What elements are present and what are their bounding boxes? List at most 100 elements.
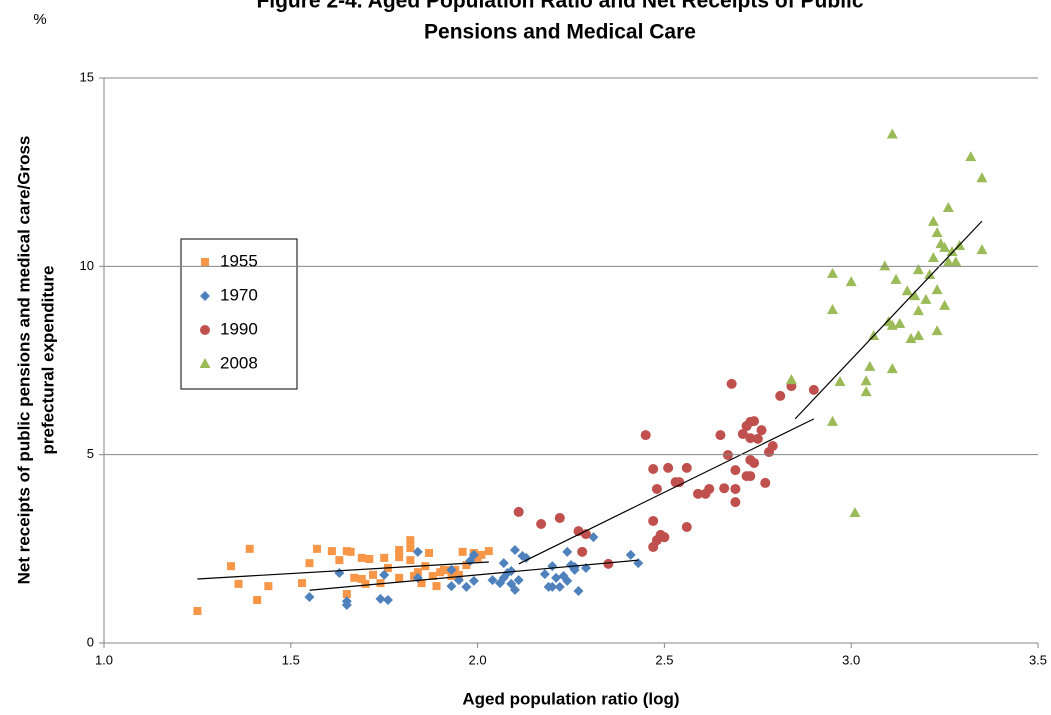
point	[927, 252, 939, 263]
point	[406, 556, 415, 565]
point	[827, 415, 839, 426]
point	[412, 546, 423, 557]
point	[965, 151, 977, 162]
point	[912, 264, 924, 275]
x-tick-label: 1.5	[282, 652, 300, 667]
point	[357, 553, 366, 562]
point	[487, 575, 498, 586]
point	[950, 256, 962, 267]
point	[920, 293, 932, 304]
point	[942, 256, 954, 267]
point	[808, 384, 819, 395]
point	[305, 559, 314, 568]
point	[368, 570, 377, 579]
point	[312, 544, 321, 553]
point	[827, 267, 839, 278]
y-axis-label: prefectural expenditure	[38, 266, 57, 455]
chart-title: Figure 2-4. Aged Population Ratio and Ne…	[256, 0, 863, 13]
point	[264, 582, 273, 591]
point	[648, 515, 659, 526]
legend-marker	[201, 258, 209, 266]
point	[715, 430, 726, 441]
point	[253, 596, 262, 605]
point	[946, 246, 958, 257]
point	[659, 532, 670, 543]
point	[931, 227, 943, 238]
point	[509, 544, 520, 555]
x-tick-label: 3.5	[1029, 652, 1047, 667]
x-axis-label: Aged population ratio (log)	[462, 689, 679, 708]
point	[446, 581, 457, 592]
point	[845, 276, 857, 287]
point	[901, 285, 913, 296]
point	[413, 568, 422, 577]
point	[756, 425, 767, 436]
point	[730, 497, 741, 508]
point	[976, 172, 988, 183]
point	[890, 273, 902, 284]
point	[912, 330, 924, 341]
point	[834, 375, 846, 386]
point	[730, 483, 741, 494]
point	[551, 572, 562, 583]
point	[681, 462, 692, 473]
point	[327, 547, 336, 556]
point	[648, 463, 659, 474]
point	[227, 562, 236, 571]
point	[562, 546, 573, 557]
trend-line	[518, 418, 815, 565]
point	[726, 378, 737, 389]
point	[245, 544, 254, 553]
point	[924, 268, 936, 279]
legend-label: 2008	[220, 353, 258, 372]
point	[886, 128, 898, 139]
legend-marker	[200, 291, 210, 301]
point	[912, 305, 924, 316]
point	[864, 360, 876, 371]
point	[931, 284, 943, 295]
point	[304, 592, 315, 603]
point	[513, 575, 524, 586]
point	[737, 428, 748, 439]
point	[674, 477, 685, 488]
point	[730, 465, 741, 476]
legend-label: 1990	[220, 319, 258, 338]
point	[425, 548, 434, 557]
point	[752, 433, 763, 444]
point	[357, 574, 366, 583]
point	[719, 483, 730, 494]
x-tick-label: 2.0	[469, 652, 487, 667]
point	[417, 579, 426, 588]
point	[361, 579, 370, 588]
y-axis-label: Net receipts of public pensions and medi…	[14, 136, 33, 585]
point	[942, 201, 954, 212]
point	[506, 566, 517, 577]
point	[380, 553, 389, 562]
point	[365, 555, 374, 564]
point	[513, 506, 524, 517]
x-tick-label: 1.0	[95, 652, 113, 667]
point	[886, 363, 898, 374]
point	[939, 299, 951, 310]
point	[395, 573, 404, 582]
point	[693, 488, 704, 499]
point	[909, 290, 921, 301]
legend-label: 1955	[220, 251, 258, 270]
point	[577, 546, 588, 557]
point	[749, 457, 760, 468]
point	[927, 215, 939, 226]
point	[509, 584, 520, 595]
point	[625, 549, 636, 560]
point	[547, 581, 558, 592]
point	[375, 593, 386, 604]
point	[335, 556, 344, 565]
point	[477, 550, 486, 559]
point	[428, 571, 437, 580]
point	[651, 483, 662, 494]
point	[376, 579, 385, 588]
point	[454, 570, 463, 579]
point	[745, 471, 756, 482]
point	[760, 477, 771, 488]
point	[767, 441, 778, 452]
